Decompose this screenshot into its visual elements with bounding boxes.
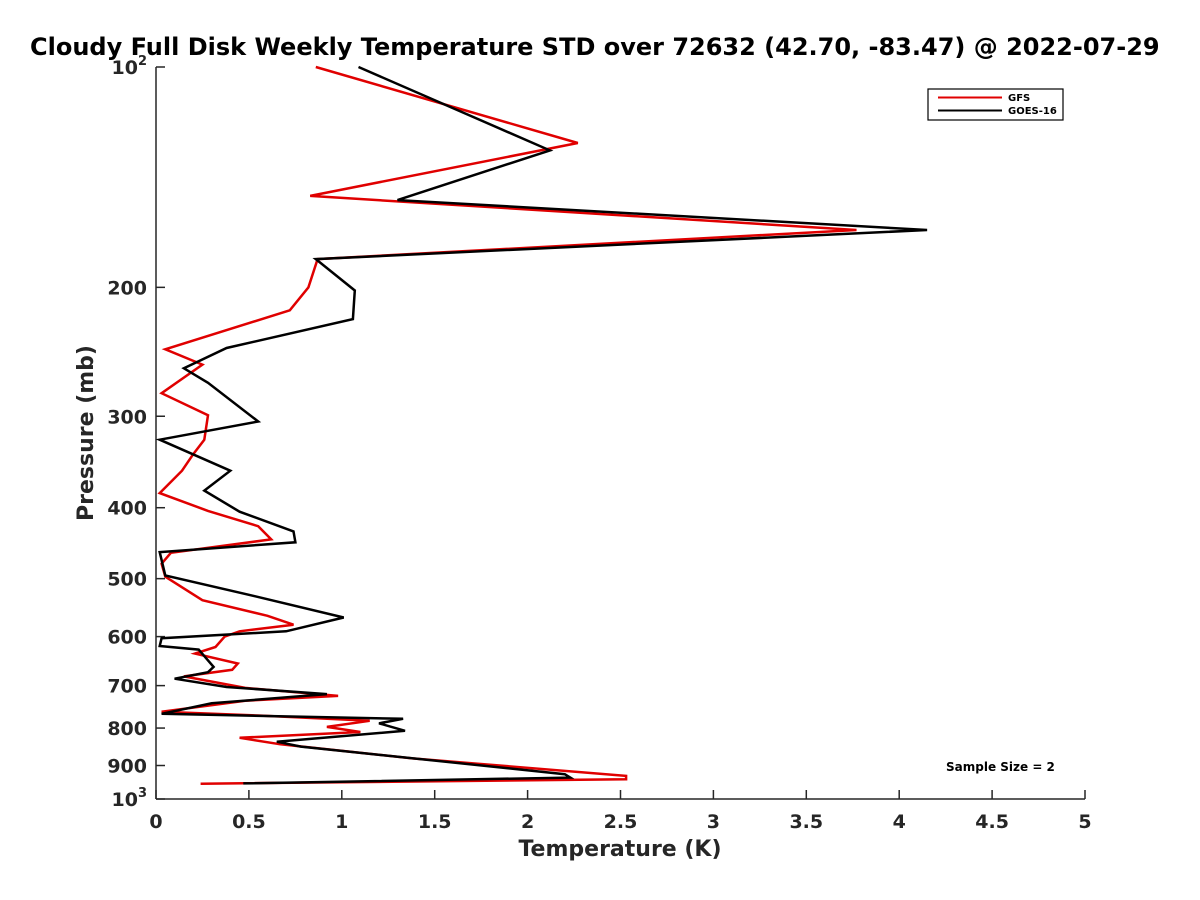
y-axis-label: Pressure (mb) — [74, 345, 99, 521]
x-tick-label: 4 — [893, 811, 906, 833]
legend: GFS GOES-16 — [927, 88, 1064, 121]
y-tick-label: 900 — [107, 756, 147, 778]
legend-label-goes16: GOES-16 — [1008, 106, 1057, 117]
x-tick-label: 4.5 — [975, 811, 1009, 833]
x-tick-label: 3 — [707, 811, 720, 833]
y-tick-label: 103 — [112, 786, 148, 811]
legend-box — [927, 88, 1064, 121]
x-tick-label: 0 — [149, 811, 162, 833]
y-tick-label: 400 — [107, 498, 147, 520]
x-axis-label: Temperature (K) — [518, 837, 721, 862]
x-tick-label: 2 — [521, 811, 534, 833]
y-tick-label: 700 — [107, 676, 147, 698]
series-layer — [155, 65, 928, 785]
series-line-goes16 — [155, 65, 928, 785]
x-tick-label: 2.5 — [604, 811, 638, 833]
y-tick-label: 102 — [112, 54, 148, 79]
x-tick-label: 1 — [335, 811, 348, 833]
sample-size-annotation: Sample Size = 2 — [946, 760, 1055, 774]
x-axis-ticks: 0 0.5 1 1.5 2 2.5 3 3.5 4 4.5 5 — [149, 790, 1092, 833]
x-tick-label: 5 — [1078, 811, 1091, 833]
x-tick-label: 3.5 — [789, 811, 823, 833]
y-tick-label: 200 — [107, 277, 147, 299]
series-line-gfs — [157, 65, 857, 785]
x-tick-label: 0.5 — [232, 811, 266, 833]
y-tick-label: 800 — [107, 718, 147, 740]
chart-title: Cloudy Full Disk Weekly Temperature STD … — [30, 33, 1160, 61]
y-axis-ticks: 102 200 300 400 500 600 700 800 900 103 — [107, 54, 165, 811]
legend-label-gfs: GFS — [1008, 93, 1030, 104]
y-tick-label: 500 — [107, 569, 147, 591]
x-tick-label: 1.5 — [418, 811, 452, 833]
y-tick-label: 300 — [107, 406, 147, 428]
y-tick-label: 600 — [107, 627, 147, 649]
